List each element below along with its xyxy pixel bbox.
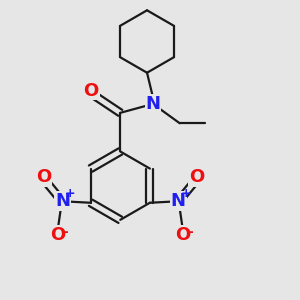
Text: -: - — [62, 225, 68, 238]
Text: O: O — [50, 226, 66, 244]
Text: O: O — [36, 168, 51, 186]
Text: +: + — [64, 187, 75, 200]
Text: O: O — [175, 226, 190, 244]
Text: N: N — [171, 192, 186, 210]
Text: O: O — [83, 82, 99, 100]
Text: N: N — [146, 95, 160, 113]
Text: +: + — [180, 187, 191, 200]
Text: -: - — [187, 225, 193, 238]
Text: N: N — [55, 192, 70, 210]
Text: O: O — [189, 168, 205, 186]
